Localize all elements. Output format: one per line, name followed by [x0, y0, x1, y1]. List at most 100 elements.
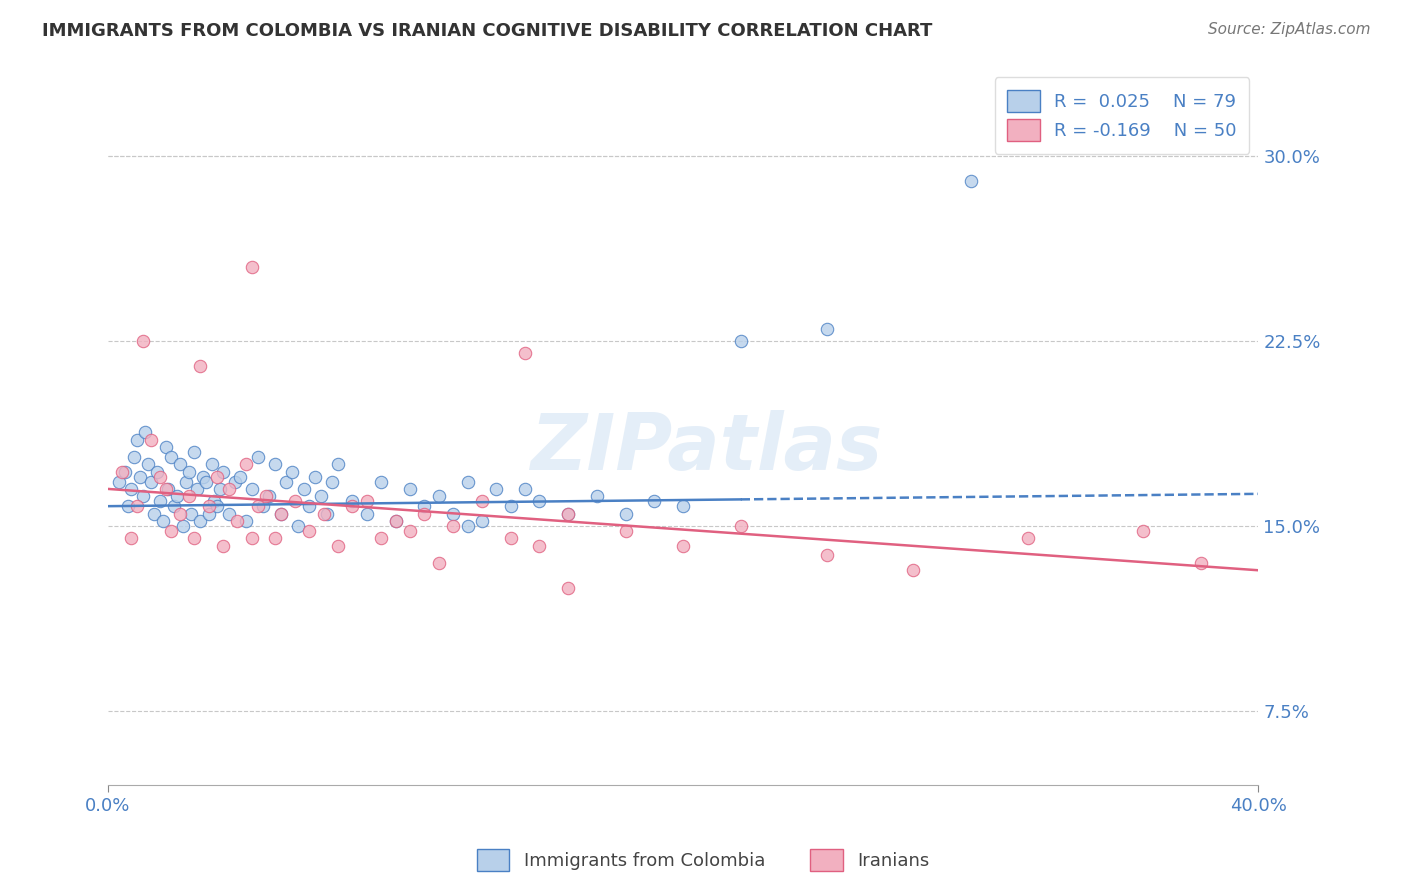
Point: [180, 507, 202, 521]
Point: [309, 489, 332, 503]
Point: [513, 346, 536, 360]
Point: [202, 494, 225, 508]
Point: [149, 494, 172, 508]
Point: [128, 469, 150, 483]
Point: [139, 433, 162, 447]
Point: [240, 482, 263, 496]
Point: [643, 494, 665, 508]
Point: [108, 475, 131, 489]
Point: [263, 457, 285, 471]
Point: [370, 531, 392, 545]
Point: [304, 469, 326, 483]
Point: [125, 433, 148, 447]
Point: [160, 524, 183, 538]
Point: [499, 531, 522, 545]
Point: [427, 556, 450, 570]
Point: [287, 519, 309, 533]
Point: [212, 465, 235, 479]
Y-axis label: Cognitive Disability: Cognitive Disability: [0, 353, 8, 514]
Point: [513, 482, 536, 496]
Point: [207, 469, 229, 483]
Point: [194, 475, 217, 489]
Point: [163, 499, 186, 513]
Point: [240, 260, 263, 274]
Point: [1017, 531, 1039, 545]
Point: [529, 539, 551, 553]
Point: [1132, 524, 1154, 538]
Point: [186, 482, 208, 496]
Point: [240, 531, 263, 545]
Point: [152, 514, 174, 528]
Point: [212, 539, 235, 553]
Point: [427, 489, 450, 503]
Point: [557, 507, 579, 521]
Point: [257, 489, 280, 503]
Point: [315, 507, 337, 521]
Point: [672, 539, 695, 553]
Point: [284, 494, 307, 508]
Point: [169, 507, 191, 521]
Point: [263, 531, 285, 545]
Point: [730, 519, 752, 533]
Point: [134, 425, 156, 440]
Point: [254, 489, 277, 503]
Point: [218, 482, 240, 496]
Point: [529, 494, 551, 508]
Point: [384, 514, 406, 528]
Point: [183, 531, 205, 545]
Point: [209, 482, 232, 496]
Point: [224, 475, 246, 489]
Point: [177, 489, 200, 503]
Point: [197, 507, 219, 521]
Point: [815, 549, 838, 563]
Point: [207, 499, 229, 513]
Point: [120, 482, 142, 496]
Point: [131, 489, 153, 503]
Point: [246, 499, 269, 513]
Point: [131, 334, 153, 348]
Point: [326, 457, 349, 471]
Point: [730, 334, 752, 348]
Point: [191, 469, 214, 483]
Legend: R =  0.025    N = 79, R = -0.169    N = 50: R = 0.025 N = 79, R = -0.169 N = 50: [994, 77, 1250, 153]
Point: [298, 499, 321, 513]
Point: [235, 514, 257, 528]
Point: [292, 482, 315, 496]
Point: [960, 174, 983, 188]
Point: [457, 519, 479, 533]
Point: [614, 524, 637, 538]
Point: [200, 457, 222, 471]
Point: [235, 457, 257, 471]
Point: [342, 499, 364, 513]
Point: [177, 465, 200, 479]
Point: [312, 507, 335, 521]
Point: [117, 499, 139, 513]
Point: [342, 494, 364, 508]
Point: [815, 321, 838, 335]
Point: [188, 359, 211, 373]
Point: [413, 499, 436, 513]
Point: [471, 514, 494, 528]
Point: [174, 475, 197, 489]
Point: [614, 507, 637, 521]
Point: [903, 563, 925, 577]
Point: [471, 494, 494, 508]
Point: [218, 507, 240, 521]
Point: [155, 440, 177, 454]
Point: [399, 524, 422, 538]
Point: [270, 507, 292, 521]
Point: [356, 507, 378, 521]
Point: [557, 507, 579, 521]
Point: [183, 445, 205, 459]
Point: [160, 450, 183, 464]
Point: [326, 539, 349, 553]
Point: [139, 475, 162, 489]
Point: [499, 499, 522, 513]
Point: [114, 465, 136, 479]
Point: [229, 469, 252, 483]
Text: IMMIGRANTS FROM COLOMBIA VS IRANIAN COGNITIVE DISABILITY CORRELATION CHART: IMMIGRANTS FROM COLOMBIA VS IRANIAN COGN…: [42, 22, 932, 40]
Point: [188, 514, 211, 528]
Point: [197, 499, 219, 513]
Point: [441, 519, 464, 533]
Point: [172, 519, 194, 533]
